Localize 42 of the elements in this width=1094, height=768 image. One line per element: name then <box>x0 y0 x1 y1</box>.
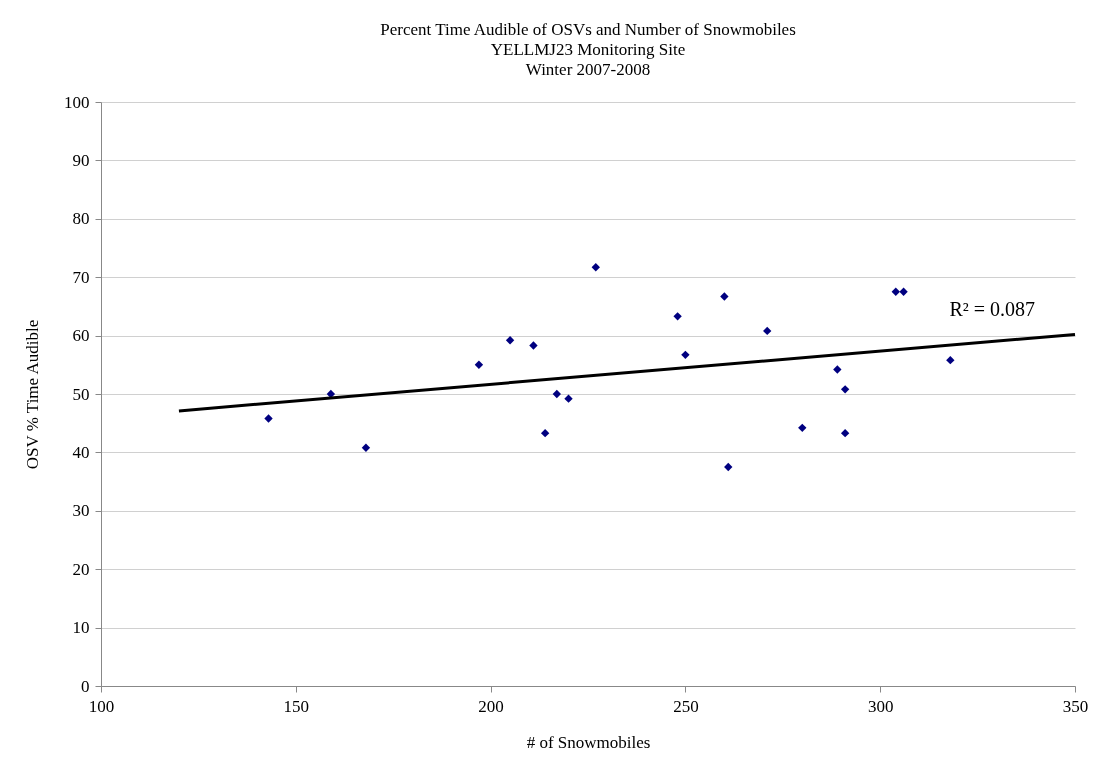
annotation: R² = 0.087 <box>949 298 1035 320</box>
x-tick-label: 200 <box>478 696 504 716</box>
x-axis-title: # of Snowmobiles <box>526 732 651 752</box>
y-tick-label: 0 <box>81 676 90 696</box>
point <box>840 428 850 438</box>
y-tick-label: 20 <box>72 559 90 579</box>
x-tick-label: 250 <box>673 696 699 716</box>
x-tick-label: 300 <box>867 696 894 716</box>
point <box>798 423 807 433</box>
point <box>474 360 484 369</box>
point <box>529 341 538 350</box>
point <box>833 365 842 374</box>
y-tick-label: 60 <box>72 326 90 346</box>
x-tick-label: 100 <box>88 696 115 716</box>
y-tick-label: 40 <box>72 442 90 462</box>
y-tick-label: 90 <box>72 150 90 170</box>
point <box>673 312 682 321</box>
y-tick-label: 30 <box>72 501 90 521</box>
x-tick-label: 150 <box>283 696 310 716</box>
point <box>899 287 908 296</box>
point <box>540 428 550 438</box>
y-tick-label: 70 <box>72 267 90 287</box>
point <box>840 385 850 394</box>
point <box>552 389 562 399</box>
point <box>681 350 690 360</box>
y-tick-label: 10 <box>72 618 90 638</box>
point <box>505 336 515 345</box>
point <box>891 287 900 296</box>
y-tick-label: 100 <box>64 92 90 112</box>
point <box>591 263 600 272</box>
y-axis-title: OSV % Time Audible <box>23 319 42 470</box>
point <box>564 394 573 403</box>
point <box>763 326 772 336</box>
point <box>720 292 729 301</box>
point <box>724 462 733 472</box>
point <box>361 443 371 452</box>
y-tick-label: 80 <box>72 209 90 229</box>
point <box>264 414 273 423</box>
chart-title: Percent Time Audible of OSVs and Number of Snowmobiles YELLMJ23 Monitoring Site Winter 2007-2008 <box>380 20 796 79</box>
x-tick-label: 350 <box>1062 696 1089 716</box>
point <box>946 355 955 365</box>
y-tick-label: 50 <box>72 384 90 404</box>
